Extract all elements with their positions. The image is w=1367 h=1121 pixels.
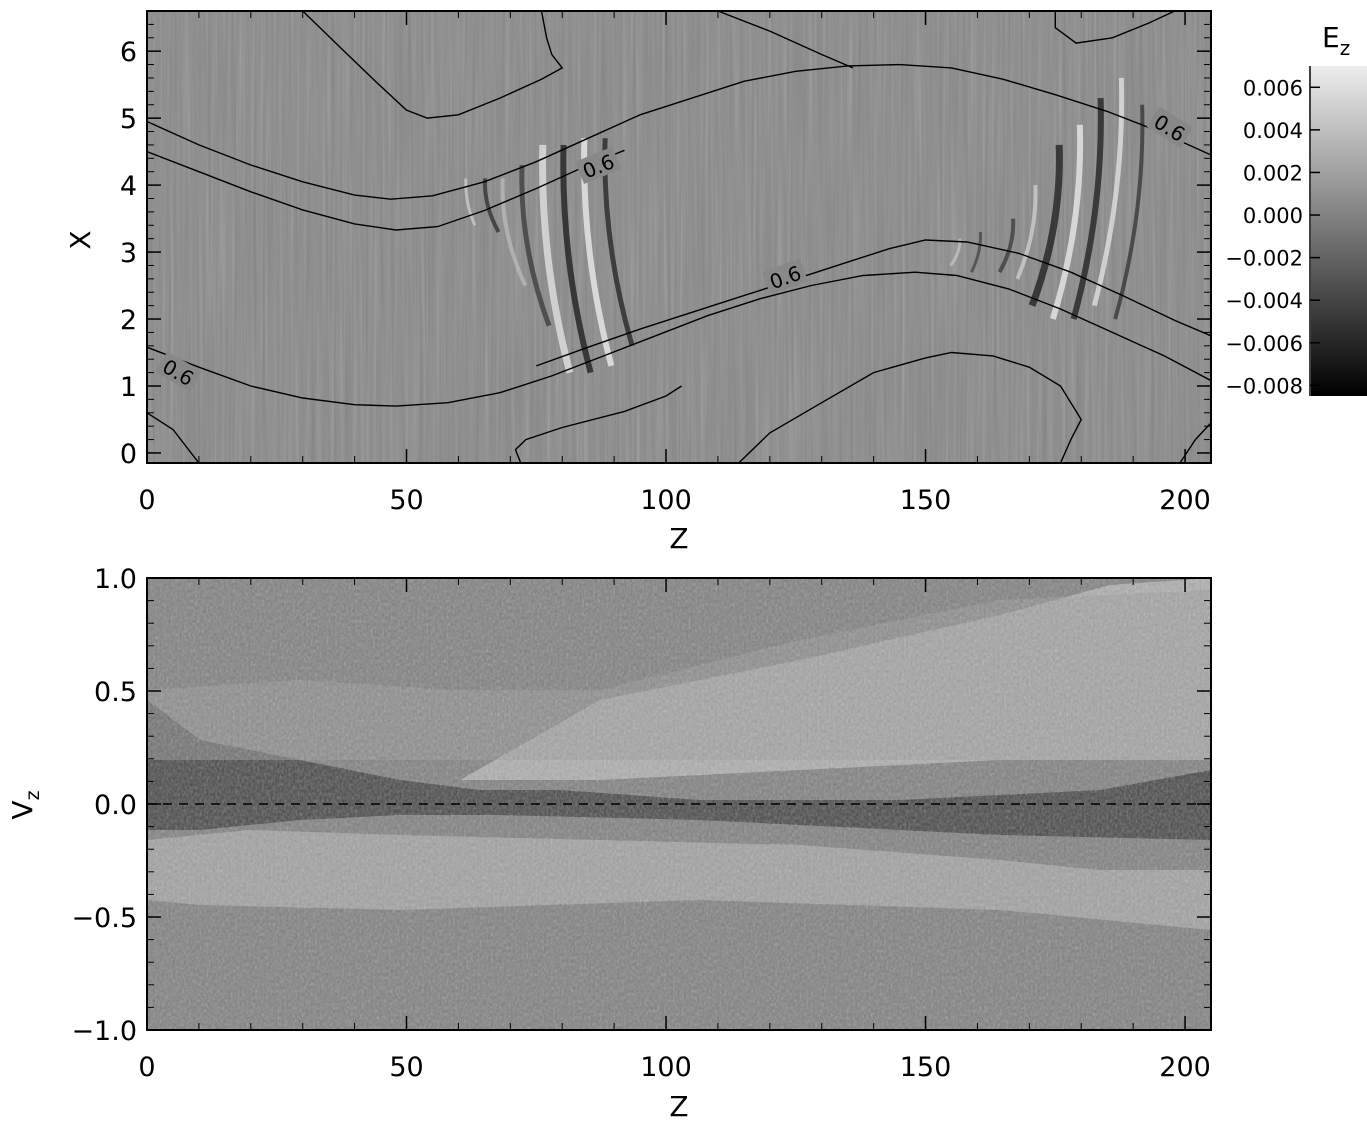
y-tick-label: 3 [120,238,137,269]
y-tick-label: 4 [120,171,137,202]
colorbar-tick-label: −0.006 [1225,332,1303,356]
top-wave-stripe [949,238,962,267]
top-wave-stripe [1015,185,1038,280]
y-tick-label: 6 [120,37,137,68]
top-wave-stripe [539,144,574,374]
y-tick-label: −1.0 [71,1016,137,1047]
bottom-x-axis-label: Z [669,1090,688,1121]
top-contour-line [302,11,564,119]
x-tick-label: 0 [138,1052,155,1083]
colorbar-tick-label: 0.006 [1243,76,1303,100]
x-tick-label: 50 [389,1052,423,1083]
top-wave-stripe [997,218,1016,274]
x-tick-label: 100 [640,1052,692,1083]
top-wave-stripe [1113,104,1145,320]
colorbar-tick-label: −0.004 [1225,289,1303,313]
top-contour-line [514,385,682,463]
top-wave-stripe [970,231,983,273]
x-tick-label: 100 [640,485,692,516]
x-tick-label: 50 [389,485,423,516]
top-wave-stripe [482,178,501,233]
top-y-axis: 0 1 2 3 4 5 6 [120,10,1211,470]
y-tick-label: −0.5 [71,903,137,934]
bottom-y-axis: 1.0 0.5 0.0 −0.5 −1.0 [71,564,1211,1047]
top-wave-stripe [1049,124,1084,320]
y-tick-label: 2 [120,305,137,336]
y-tick-label: 1 [120,372,137,403]
bottom-x-axis: 0 50 100 150 200 [138,578,1211,1083]
x-tick-label: 0 [138,485,155,516]
y-tick-label: 0.5 [94,677,137,708]
y-tick-label: 0 [120,439,137,470]
colorbar: 0.006 0.004 0.002 0.000 −0.002 −0.004 −0.006 −0… [1225,21,1367,398]
contour-label-background [1146,106,1194,149]
top-y-axis-label: X [64,230,97,249]
top-x-axis-label: Z [669,522,688,555]
top-wave-stripe [1028,144,1063,307]
top-contour-line [147,149,625,231]
top-contour-line [536,239,1211,367]
x-tick-label: 150 [900,485,952,516]
top-contour-line [147,63,1211,200]
colorbar-title: Ez [1322,21,1350,60]
top-contour-line [147,412,200,463]
y-tick-label: 0.0 [94,790,137,821]
colorbar-gradient [1311,66,1367,396]
top-plot-frame [146,10,1212,464]
bottom-y-axis-label: Vz [6,790,44,819]
x-tick-label: 200 [1159,1052,1211,1083]
colorbar-tick-label: −0.008 [1225,374,1303,398]
x-tick-label: 200 [1159,485,1211,516]
top-contours [147,11,1211,463]
top-wave-stripe [519,164,552,327]
bottom-panel-vz-phase-space: 0 50 100 150 200 1.0 0.5 0.0 −0.5 −1.0 Z Vz [6,564,1212,1121]
top-wave-stripes [464,77,1145,374]
y-tick-label: 1.0 [94,564,137,595]
colorbar-tick-label: 0.002 [1243,161,1303,185]
contour-label-background [575,146,622,185]
colorbar-tick-label: −0.002 [1225,247,1303,271]
contour-label-background [762,258,808,295]
top-contour-line [717,11,854,69]
top-wave-stripe [1091,77,1125,307]
top-contour-line [147,271,1211,407]
x-tick-label: 150 [900,1052,952,1083]
colorbar-tick-label: 0.000 [1243,204,1303,228]
colorbar-ticks: 0.006 0.004 0.002 0.000 −0.002 −0.004 −0.006 −0… [1225,76,1320,398]
top-contour-line [1054,11,1175,44]
top-wave-stripe [1070,97,1104,320]
top-wave-stripe [464,178,477,226]
y-tick-label: 5 [120,104,137,135]
top-wave-stripe [560,144,594,374]
top-contour-line [738,351,1083,463]
top-wave-stripe [500,178,528,287]
top-x-axis: 0 50 100 150 200 [138,11,1211,516]
colorbar-tick-label: 0.004 [1243,119,1303,143]
contour-label-background [155,351,202,393]
